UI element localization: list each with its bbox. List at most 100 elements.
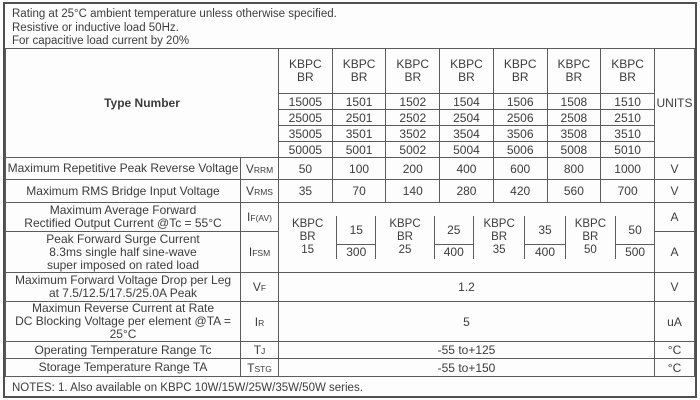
value-cell: 800 bbox=[546, 157, 602, 180]
surge-sub-table: KBPC BR 15 15 KBPC BR 25 25 KBPC BR 35 3… bbox=[279, 215, 654, 260]
unit-cell: V bbox=[654, 157, 695, 180]
ifsm-value-cell: 300 bbox=[336, 244, 377, 260]
series-header-cell: KBPC BR bbox=[439, 48, 494, 94]
param-symbol-tj: TJ bbox=[239, 341, 280, 359]
symbol-main: T bbox=[253, 343, 262, 357]
unit-cell: uA bbox=[654, 301, 695, 342]
param-label-tj: Operating Temperature Range Tc bbox=[5, 341, 241, 359]
model-number-cell: 2506 bbox=[492, 109, 548, 126]
model-number-cell: 2504 bbox=[439, 109, 494, 126]
model-number-cell: 1501 bbox=[331, 93, 387, 110]
model-number-cell: 15005 bbox=[278, 93, 333, 110]
param-label-ifsm: Peak Forward Surge Current 8.3ms single … bbox=[5, 231, 241, 273]
datasheet-panel: Rating at 25°C ambient temperature unles… bbox=[3, 2, 697, 398]
series-header-cell: KBPC BR bbox=[278, 48, 333, 94]
unit-cell: A bbox=[654, 202, 695, 232]
model-number-cell: 5004 bbox=[439, 141, 494, 158]
symbol-main: V bbox=[252, 280, 261, 294]
value-cell: 140 bbox=[385, 179, 441, 203]
footnote: NOTES: 1. Also available on KBPC 10W/15W… bbox=[12, 382, 363, 394]
ratings-table: Type Number KBPC BR KBPC BR KBPC BR KBPC… bbox=[4, 48, 695, 377]
symbol-sub: FSM bbox=[252, 248, 271, 258]
value-cell: 100 bbox=[331, 157, 387, 180]
surge-group-cell: KBPC BR 35 bbox=[472, 215, 526, 260]
units-header-cell: UNITS bbox=[654, 48, 695, 158]
value-cell-span: -55 to+150 bbox=[278, 358, 655, 377]
param-label-vrms: Maximum RMS Bridge Input Voltage bbox=[5, 179, 241, 203]
symbol-sub: F bbox=[260, 283, 267, 293]
symbol-sub: STG bbox=[254, 363, 272, 374]
symbol-sub: R bbox=[258, 317, 265, 328]
param-label-ir: Maximun Reverse Current at Rate DC Block… bbox=[5, 301, 241, 342]
model-number-cell: 3504 bbox=[439, 125, 494, 142]
value-cell-span: 1.2 bbox=[278, 272, 655, 302]
model-number-cell: 5010 bbox=[600, 141, 655, 158]
model-number-cell: 1510 bbox=[600, 93, 655, 110]
surge-group-cell: KBPC BR 15 bbox=[279, 215, 338, 260]
symbol-sub: RRM bbox=[253, 164, 274, 175]
value-cell: 600 bbox=[492, 157, 548, 180]
model-number-cell: 5006 bbox=[492, 141, 548, 158]
param-symbol-ir: IR bbox=[239, 301, 280, 342]
model-number-cell: 3501 bbox=[331, 125, 387, 142]
type-number-cell: Type Number bbox=[4, 48, 280, 158]
unit-cell: V bbox=[654, 272, 695, 302]
param-symbol-ifsm: IFSM bbox=[239, 231, 280, 273]
value-cell: 35 bbox=[278, 179, 333, 203]
surge-group-cell: KBPC BR 25 bbox=[375, 215, 435, 260]
param-symbol-vrms: VRMS bbox=[239, 179, 280, 203]
model-number-cell: 5001 bbox=[331, 141, 387, 158]
model-number-cell: 3506 bbox=[492, 125, 548, 142]
series-header-cell: KBPC BR bbox=[492, 48, 548, 94]
symbol-sub: F(AV) bbox=[250, 213, 272, 223]
value-cell: 70 bbox=[331, 179, 387, 203]
param-label-tstg: Storage Temperature Range TA bbox=[5, 358, 241, 377]
model-number-cell: 1504 bbox=[439, 93, 494, 110]
symbol-sub: RMS bbox=[254, 187, 273, 197]
rating-note-line-2: Resistive or inductive load 50Hz. bbox=[12, 21, 179, 34]
model-number-cell: 50005 bbox=[278, 141, 333, 158]
model-number-cell: 5008 bbox=[546, 141, 602, 158]
value-cell: 280 bbox=[439, 179, 494, 203]
model-number-cell: 2501 bbox=[331, 109, 387, 126]
symbol-main: I bbox=[248, 245, 253, 259]
model-number-cell: 5002 bbox=[385, 141, 441, 158]
model-number-cell: 1506 bbox=[492, 93, 548, 110]
model-number-cell: 2502 bbox=[385, 109, 441, 126]
model-number-cell: 35005 bbox=[278, 125, 333, 142]
param-symbol-vf: VF bbox=[239, 272, 280, 302]
surge-group-cell: KBPC BR 50 bbox=[564, 215, 617, 260]
model-number-cell: 1508 bbox=[546, 93, 602, 110]
series-header-cell: KBPC BR bbox=[600, 48, 655, 94]
symbol-main: I bbox=[247, 210, 251, 224]
value-cell: 560 bbox=[546, 179, 602, 203]
symbol-sub: J bbox=[261, 346, 266, 356]
ifav-value-cell: 35 bbox=[524, 215, 566, 246]
value-cell-span: -55 to+125 bbox=[278, 341, 655, 359]
ifav-value-cell: 50 bbox=[615, 215, 654, 246]
value-cell: 420 bbox=[492, 179, 548, 203]
param-symbol-ifav: IF(AV) bbox=[239, 202, 280, 232]
value-cell: 200 bbox=[385, 157, 441, 180]
value-cell: 1000 bbox=[600, 157, 655, 180]
symbol-main: V bbox=[246, 184, 255, 198]
value-cell-span: 5 bbox=[278, 301, 655, 342]
unit-cell: A bbox=[654, 231, 695, 273]
unit-cell: °C bbox=[654, 358, 695, 377]
value-cell: 400 bbox=[439, 157, 494, 180]
model-number-cell: 3510 bbox=[600, 125, 655, 142]
param-label-vf: Maximum Forward Voltage Drop per Leg at … bbox=[5, 272, 241, 302]
model-number-cell: 3502 bbox=[385, 125, 441, 142]
series-header-cell: KBPC BR bbox=[331, 48, 387, 94]
symbol-main: I bbox=[254, 314, 259, 329]
rating-note-line-3: For capacitive load current by 20% bbox=[12, 35, 190, 47]
param-label-ifav: Maximum Average Forward Rectified Output… bbox=[5, 202, 241, 232]
model-number-cell: 3508 bbox=[546, 125, 602, 142]
symbol-main: V bbox=[245, 161, 254, 176]
value-cell: 50 bbox=[278, 157, 333, 180]
model-number-cell: 1502 bbox=[385, 93, 441, 110]
model-number-cell: 25005 bbox=[278, 109, 333, 126]
series-header-cell: KBPC BR bbox=[546, 48, 602, 94]
param-symbol-vrrm: VRRM bbox=[239, 157, 280, 180]
symbol-main: T bbox=[247, 360, 255, 375]
